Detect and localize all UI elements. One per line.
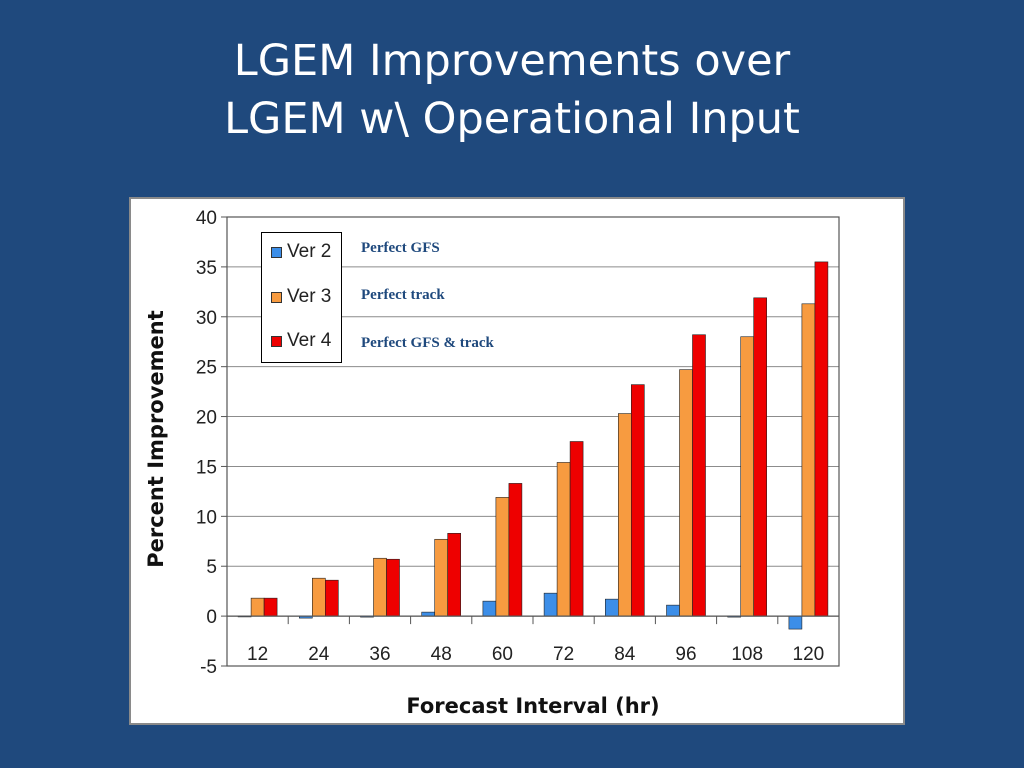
x-tick-label: 96 [675, 644, 696, 665]
slide-title: LGEM Improvements over LGEM w\ Operation… [0, 32, 1024, 148]
legend-label-ver2: Ver 2 [287, 241, 332, 262]
x-tick-label: 108 [731, 644, 763, 665]
bar-ver-2-96 [666, 604, 680, 617]
bar-ver-3-12 [250, 597, 265, 617]
legend-swatch-ver4 [271, 335, 282, 347]
y-tick-label: 35 [196, 258, 217, 279]
x-tick-label: 84 [614, 644, 636, 665]
x-tick-label: 48 [431, 644, 452, 665]
bar-ver-4-48 [447, 532, 462, 617]
annotation-perfect-gfs: Perfect GFS [361, 240, 440, 256]
bar-ver-4-24 [325, 579, 339, 617]
bar-ver-4-96 [692, 334, 706, 617]
bar-ver-2-60 [482, 600, 497, 617]
y-tick-label: 5 [206, 557, 217, 578]
slide-title-line-2: LGEM w\ Operational Input [224, 94, 800, 144]
x-tick-label: 36 [369, 644, 390, 665]
legend-label-ver4: Ver 4 [287, 330, 332, 351]
bar-ver-4-60 [508, 483, 523, 617]
x-tick-label: 12 [247, 644, 268, 665]
y-tick-label: 10 [196, 507, 217, 528]
bar-ver-2-84 [604, 598, 619, 617]
legend-label-ver3: Ver 3 [287, 286, 332, 307]
x-tick-label: 120 [793, 644, 825, 665]
bar-ver-2-120 [788, 615, 803, 630]
annotation-perfect-gfs-track: Perfect GFS & track [361, 335, 494, 351]
legend-item-ver2: Ver 2 [271, 241, 331, 263]
axes: -5 0 5 10 15 20 25 30 35 40 12 24 36 48 60 72 84 96 108 120 [196, 208, 840, 678]
bar-ver-3-60 [495, 497, 510, 617]
bar-ver-2-72 [543, 592, 558, 617]
y-tick-label: -5 [200, 657, 217, 678]
y-tick-label: 40 [196, 208, 217, 229]
bar-ver-3-48 [434, 538, 449, 617]
bar-ver-4-120 [814, 261, 829, 617]
y-tick-label: 30 [196, 308, 217, 329]
y-axis-label: Percent Improvement [144, 310, 168, 568]
bars [237, 261, 829, 630]
bar-ver-4-72 [569, 441, 584, 617]
legend-item-ver4: Ver 4 [271, 330, 331, 352]
legend-swatch-ver3 [271, 291, 282, 303]
chart-container: -5 0 5 10 15 20 25 30 35 40 12 24 36 48 60 72 84 96 108 120… [129, 197, 905, 725]
y-tick-label: 25 [196, 358, 217, 379]
x-axis-label: Forecast Interval (hr) [406, 694, 659, 718]
x-tick-label: 60 [492, 644, 513, 665]
bar-ver-3-120 [801, 303, 816, 617]
legend: Ver 2 Ver 3 Ver 4 [261, 232, 342, 363]
bar-ver-3-24 [312, 577, 326, 617]
y-tick-label: 0 [206, 607, 217, 628]
bar-ver-4-36 [386, 558, 400, 617]
bar-ver-3-84 [617, 413, 632, 617]
bar-ver-4-108 [753, 297, 768, 617]
bar-ver-3-72 [556, 462, 571, 617]
plot-area-frame [226, 216, 840, 667]
bar-chart: -5 0 5 10 15 20 25 30 35 40 12 24 36 48 60 72 84 96 108 120… [144, 208, 840, 718]
x-tick-label: 24 [308, 644, 330, 665]
bar-ver-4-84 [630, 384, 645, 617]
bar-ver-3-36 [373, 557, 387, 617]
y-tick-label: 15 [196, 457, 217, 478]
slide-title-line-1: LGEM Improvements over [233, 36, 791, 86]
x-tick-label: 72 [553, 644, 574, 665]
y-tick-label: 20 [196, 408, 217, 429]
bar-ver-3-96 [679, 369, 693, 617]
legend-swatch-ver2 [271, 246, 282, 258]
bar-ver-4-12 [263, 597, 278, 617]
bar-ver-3-108 [740, 336, 755, 617]
legend-item-ver3: Ver 3 [271, 286, 331, 308]
annotation-perfect-track: Perfect track [361, 287, 445, 303]
